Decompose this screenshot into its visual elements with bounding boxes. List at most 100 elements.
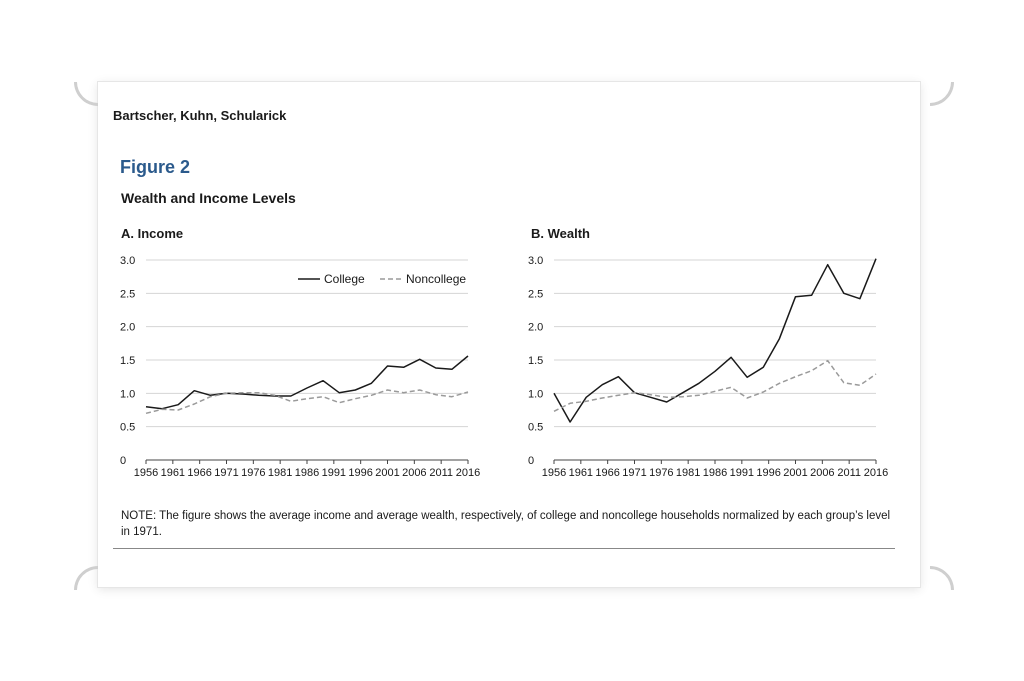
y-tick-label: 3.0 xyxy=(120,255,135,267)
y-tick-label: 2.0 xyxy=(528,322,543,334)
data-point xyxy=(696,393,701,398)
data-point xyxy=(664,400,669,405)
data-point xyxy=(825,262,830,267)
data-point xyxy=(777,381,782,386)
y-tick-label: 1.0 xyxy=(120,388,135,400)
x-tick-label: 1971 xyxy=(214,467,238,479)
data-point xyxy=(745,375,750,380)
x-tick-label: 1956 xyxy=(542,467,566,479)
x-tick-label: 2011 xyxy=(429,467,453,479)
data-point xyxy=(288,394,293,399)
x-tick-label: 1971 xyxy=(622,467,646,479)
x-tick-label: 2001 xyxy=(783,467,807,479)
data-point xyxy=(369,381,374,386)
data-point xyxy=(841,291,846,296)
data-point xyxy=(417,357,422,362)
data-point xyxy=(857,383,862,388)
x-tick-label: 1996 xyxy=(756,467,780,479)
data-point xyxy=(305,396,310,401)
bottom-rule xyxy=(113,548,895,549)
y-tick-label: 1.0 xyxy=(528,388,543,400)
figure-card xyxy=(98,82,920,587)
data-point xyxy=(272,393,277,398)
x-tick-label: 2001 xyxy=(375,467,399,479)
data-point xyxy=(809,293,814,298)
y-tick-label: 3.0 xyxy=(528,255,543,267)
data-point xyxy=(552,409,557,414)
x-tick-label: 2011 xyxy=(837,467,861,479)
panel-b-title: B. Wealth xyxy=(531,226,590,241)
data-point xyxy=(793,294,798,299)
x-tick-label: 1986 xyxy=(703,467,727,479)
y-tick-label: 0.5 xyxy=(120,422,135,434)
data-point xyxy=(600,396,605,401)
data-point xyxy=(337,390,342,395)
y-tick-label: 0 xyxy=(528,455,534,467)
x-tick-label: 2006 xyxy=(402,467,426,479)
x-tick-label: 1976 xyxy=(241,467,265,479)
data-point xyxy=(713,389,718,394)
noncollege-series-line xyxy=(553,359,877,412)
x-tick-label: 1981 xyxy=(268,467,292,479)
data-point xyxy=(176,408,181,413)
data-point xyxy=(288,399,293,404)
college-series-line xyxy=(553,258,877,423)
data-point xyxy=(825,358,830,363)
data-point xyxy=(369,393,374,398)
data-point xyxy=(385,388,390,393)
data-point xyxy=(224,391,229,396)
data-point xyxy=(745,396,750,401)
data-point xyxy=(176,402,181,407)
data-point xyxy=(401,390,406,395)
data-point xyxy=(256,390,261,395)
data-point xyxy=(417,388,422,393)
data-point xyxy=(809,368,814,373)
legend-noncollege-label: Noncollege xyxy=(406,272,466,286)
data-point xyxy=(600,382,605,387)
data-point xyxy=(449,367,454,372)
data-point xyxy=(160,407,165,412)
figure-label: Figure 2 xyxy=(120,157,191,177)
data-point xyxy=(713,369,718,374)
data-point xyxy=(321,394,326,399)
x-tick-label: 1986 xyxy=(295,467,319,479)
legend-college-label: College xyxy=(324,272,365,286)
y-tick-label: 2.5 xyxy=(120,288,135,300)
data-point xyxy=(240,390,245,395)
data-point xyxy=(584,399,589,404)
x-tick-label: 1976 xyxy=(649,467,673,479)
x-tick-label: 1961 xyxy=(161,467,185,479)
figure-note: NOTE: The figure shows the average incom… xyxy=(121,510,891,538)
data-point xyxy=(664,395,669,400)
data-point xyxy=(857,296,862,301)
data-point xyxy=(466,354,471,359)
data-point xyxy=(793,374,798,379)
data-point xyxy=(305,386,310,391)
noncollege-series-line xyxy=(145,389,469,415)
figure-title: Wealth and Income Levels xyxy=(121,190,296,206)
data-point xyxy=(841,380,846,385)
x-tick-label: 1991 xyxy=(322,467,346,479)
x-tick-label: 1956 xyxy=(134,467,158,479)
data-point xyxy=(144,404,149,409)
data-point xyxy=(568,401,573,406)
x-tick-label: 2016 xyxy=(864,467,888,479)
college-series-line xyxy=(145,355,469,410)
data-point xyxy=(777,336,782,341)
data-point xyxy=(874,256,879,261)
data-point xyxy=(321,378,326,383)
data-point xyxy=(433,366,438,371)
data-point xyxy=(874,372,879,377)
data-point xyxy=(353,396,358,401)
authors-header: Bartscher, Kuhn, Schularick xyxy=(113,108,287,123)
x-tick-label: 1966 xyxy=(187,467,211,479)
data-point xyxy=(433,392,438,397)
y-tick-label: 2.5 xyxy=(528,288,543,300)
y-tick-label: 1.5 xyxy=(120,355,135,367)
x-tick-label: 2016 xyxy=(456,467,480,479)
y-tick-label: 2.0 xyxy=(120,322,135,334)
data-point xyxy=(648,392,653,397)
x-tick-label: 1966 xyxy=(595,467,619,479)
